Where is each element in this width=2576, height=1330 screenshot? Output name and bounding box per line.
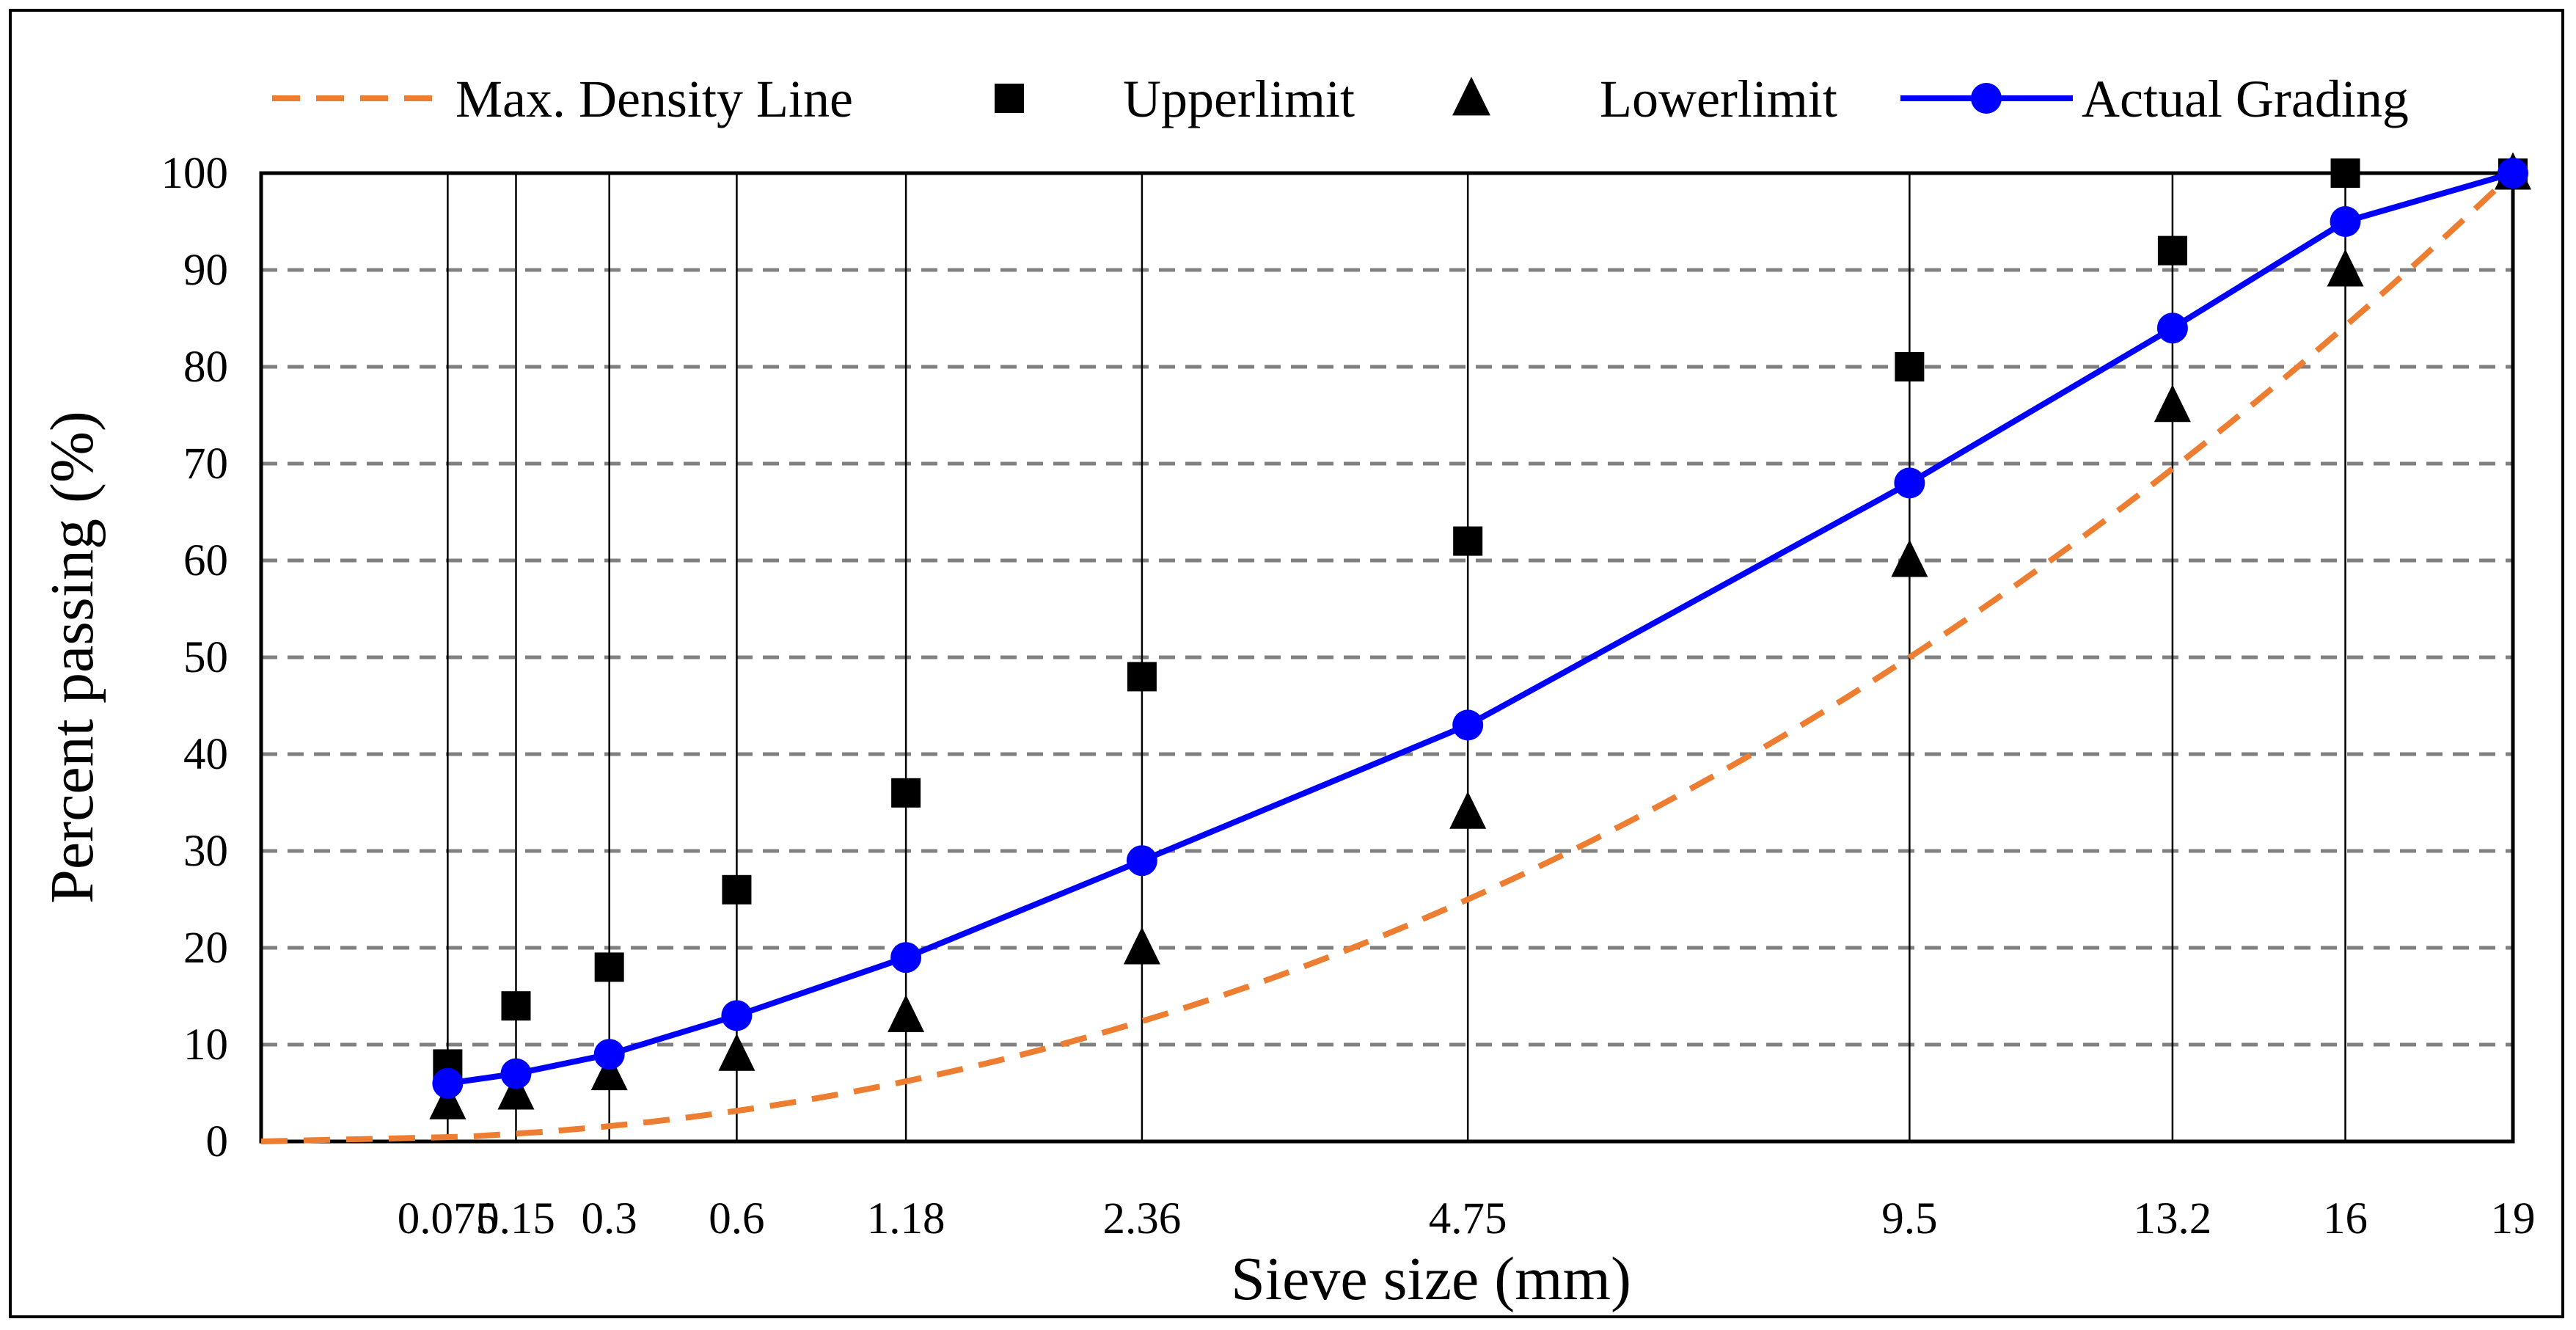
- y-tick-label: 60: [183, 536, 228, 585]
- y-tick-label: 50: [183, 633, 228, 682]
- actual-grading-point: [593, 1039, 625, 1070]
- y-tick-label: 90: [183, 246, 228, 295]
- legend: Max. Density Line Upperlimit Lowerlimit Act…: [272, 70, 2409, 128]
- upperlimit-point: [2330, 158, 2360, 188]
- x-tick-label: 9.5: [1881, 1194, 1937, 1243]
- upperlimit-point: [594, 952, 624, 982]
- x-tick-label: 13.2: [2134, 1194, 2212, 1243]
- x-tick-label: 19: [2491, 1194, 2536, 1243]
- lowerlimit-point: [2154, 384, 2191, 423]
- lowerlimit-point: [1449, 791, 1487, 829]
- x-tick-label: 16: [2323, 1194, 2368, 1243]
- y-tick-label: 20: [183, 924, 228, 973]
- lowerlimit-point: [2327, 249, 2364, 287]
- lowerlimit-point: [1891, 539, 1928, 577]
- actual-grading-point: [1126, 845, 1157, 877]
- x-axis-title: Sieve size (mm): [1231, 1245, 1631, 1313]
- chart-frame: 0 10 20 30 40 50 60 70 80 90 100 0.075 0.15 0.3 0.6 1.…: [9, 9, 2564, 1318]
- lowerlimit-point: [888, 994, 925, 1032]
- legend-actual-grading-marker: [1971, 83, 2002, 114]
- upperlimit-point: [2157, 235, 2187, 266]
- upperlimit-point: [1453, 526, 1483, 556]
- x-tick-label: 2.36: [1103, 1194, 1182, 1243]
- legend-upperlimit-label: Upperlimit: [1123, 70, 1355, 128]
- actual-grading-point: [890, 942, 922, 973]
- y-axis-ticks: 0 10 20 30 40 50 60 70 80 90 100: [161, 149, 229, 1166]
- legend-max-density-label: Max. Density Line: [455, 70, 853, 128]
- lowerlimit-point: [590, 1053, 628, 1091]
- actual-grading-point: [721, 1000, 753, 1031]
- lowerlimit-point: [429, 1081, 466, 1119]
- x-tick-label: 0.6: [709, 1194, 764, 1243]
- x-tick-label: 0.15: [477, 1194, 555, 1243]
- actual-grading-point: [500, 1058, 532, 1089]
- x-tick-label: 4.75: [1429, 1194, 1507, 1243]
- lowerlimit-point: [718, 1033, 755, 1071]
- y-tick-label: 30: [183, 827, 228, 876]
- upperlimit-point: [891, 778, 921, 808]
- actual-grading-point: [1894, 467, 1925, 499]
- lowerlimit-point: [1123, 927, 1160, 965]
- actual-grading-point: [2330, 206, 2361, 237]
- upperlimit-point: [501, 991, 531, 1021]
- x-tick-label: 0.3: [582, 1194, 637, 1243]
- x-tick-label: 0.075: [398, 1194, 498, 1243]
- actual-grading-point: [2498, 158, 2528, 189]
- plot-area-border: [259, 171, 2515, 1144]
- y-tick-label: 40: [183, 730, 228, 779]
- actual-grading-point: [432, 1067, 464, 1099]
- legend-lowerlimit-swatch: [1452, 76, 1490, 116]
- actual-grading-point: [1452, 709, 1484, 741]
- y-tick-label: 100: [161, 149, 229, 198]
- legend-actual-grading-label: Actual Grading: [2082, 70, 2409, 128]
- y-tick-label: 0: [206, 1117, 229, 1166]
- y-tick-label: 10: [183, 1020, 228, 1070]
- upperlimit-point: [722, 874, 752, 905]
- upperlimit-point: [1895, 352, 1925, 381]
- lowerlimit-point: [497, 1072, 535, 1110]
- y-axis-title: Percent passing (%): [38, 411, 106, 904]
- legend-upperlimit-swatch: [995, 84, 1024, 113]
- actual-grading-point: [2156, 313, 2188, 344]
- y-tick-label: 80: [183, 343, 228, 392]
- max-density-line: [260, 171, 2515, 1144]
- series-layer: [260, 152, 2531, 1144]
- upperlimit-point: [1127, 662, 1157, 692]
- x-tick-label: 1.18: [867, 1194, 945, 1243]
- grid-layer: [261, 268, 2513, 1047]
- y-tick-label: 70: [183, 439, 228, 489]
- legend-lowerlimit-label: Lowerlimit: [1600, 70, 1837, 128]
